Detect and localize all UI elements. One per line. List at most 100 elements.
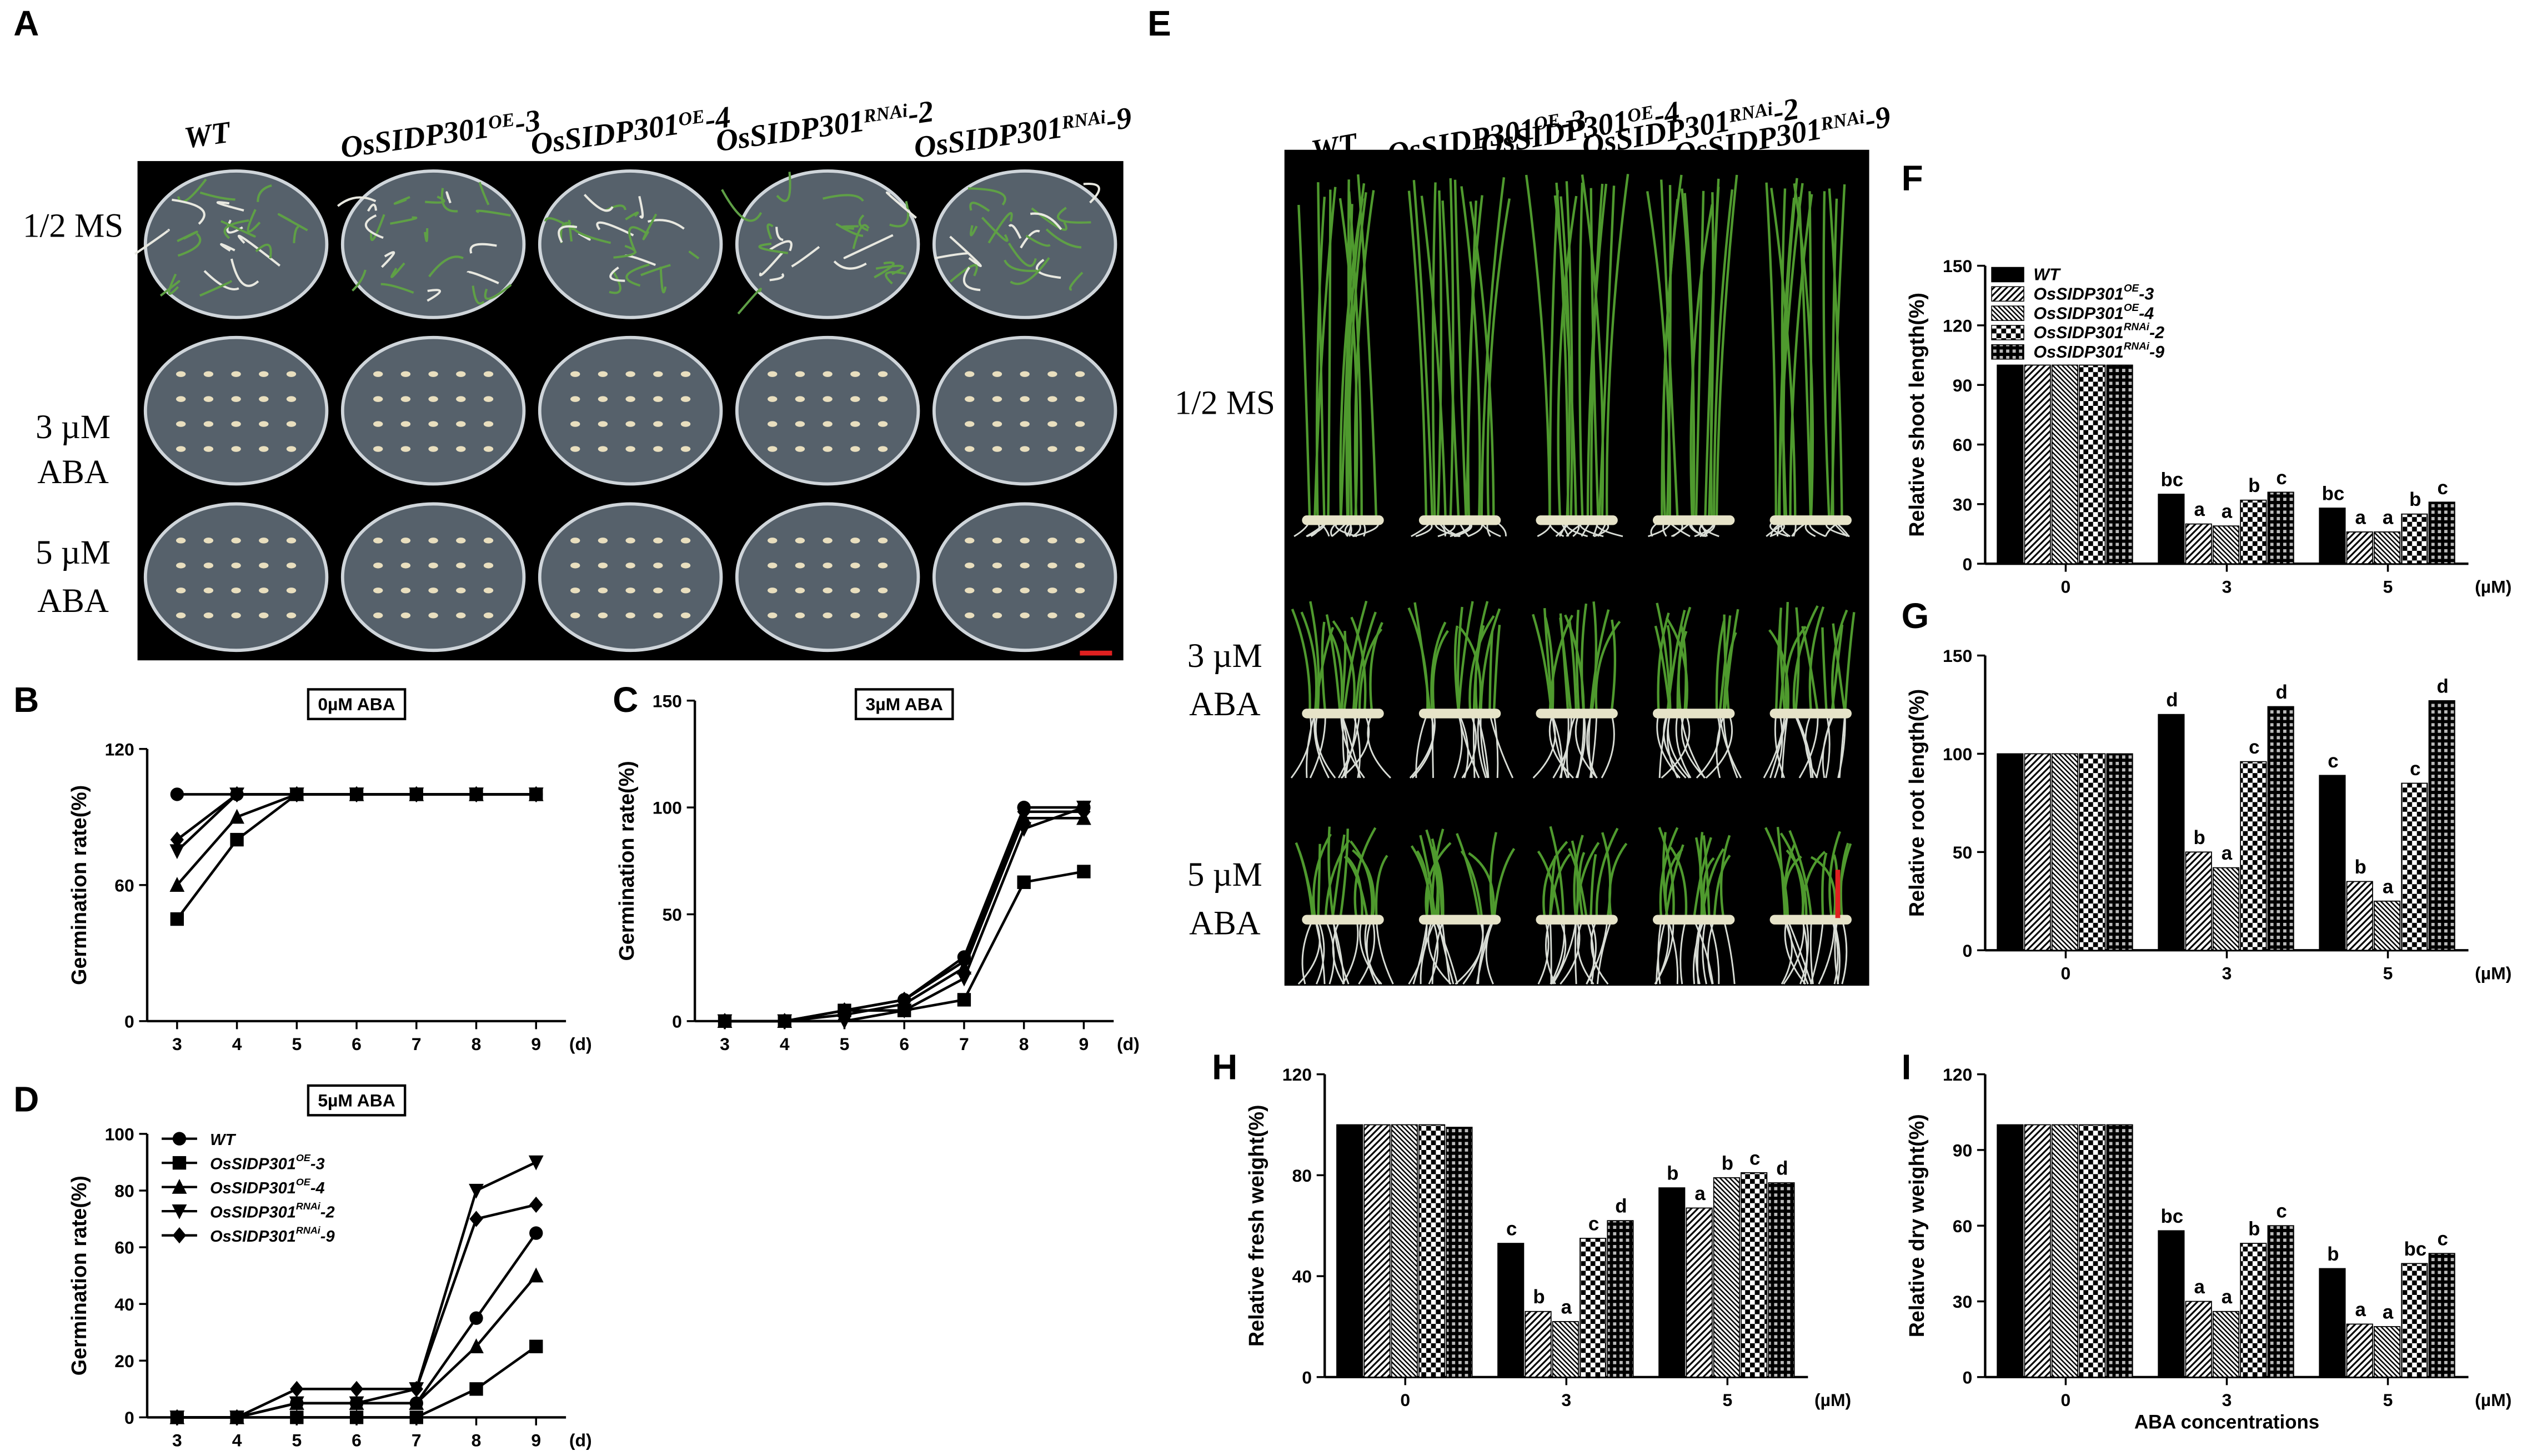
plant-root <box>1537 919 1550 985</box>
seed <box>286 588 297 594</box>
bar <box>2158 1230 2185 1378</box>
seedling <box>642 213 658 240</box>
name-text: OsSIDP301 <box>210 1179 296 1197</box>
plant-leaf <box>1486 198 1511 520</box>
seedling <box>885 271 907 285</box>
seedling <box>628 226 646 254</box>
seed <box>203 371 214 377</box>
significance-letter: a <box>2222 842 2233 864</box>
seedling <box>721 189 763 222</box>
seed <box>850 446 860 452</box>
seed <box>1020 421 1030 427</box>
x-tick-label: 6 <box>352 1034 362 1054</box>
plant-leaf <box>1573 835 1584 920</box>
marker <box>778 1013 791 1030</box>
title-box <box>307 1084 407 1117</box>
x-tick-label: 5 <box>2383 576 2393 596</box>
x-axis-unit: (µM) <box>1814 1390 1851 1410</box>
bar <box>2240 499 2267 565</box>
plant-leaf <box>1347 192 1367 520</box>
seed <box>625 588 635 594</box>
seed <box>570 421 580 427</box>
bar <box>2319 775 2346 951</box>
significance-letter: b <box>2327 1243 2339 1265</box>
seed <box>1075 396 1085 402</box>
name-suffix: -9 <box>1104 101 1134 138</box>
seedling <box>238 234 281 267</box>
seed <box>850 538 860 544</box>
seed <box>1047 563 1057 569</box>
seed <box>428 446 438 452</box>
seed <box>400 371 411 377</box>
legend-swatch <box>1991 325 2024 340</box>
plant-root <box>1784 919 1807 985</box>
bar <box>2373 900 2401 951</box>
plant-root <box>1340 713 1370 779</box>
row-label: 3 µM <box>36 409 111 446</box>
bar <box>1391 1124 1418 1378</box>
plant-leaf <box>1722 632 1737 714</box>
seedling <box>427 289 441 302</box>
plant-leaf <box>1707 192 1714 520</box>
bar <box>2106 1124 2133 1378</box>
plant-root <box>1339 713 1349 779</box>
seed <box>823 538 833 544</box>
seed <box>570 538 580 544</box>
seedling <box>769 240 793 252</box>
row-label: ABA <box>37 454 109 491</box>
plant-leaf <box>1338 829 1349 920</box>
seedling <box>1008 224 1022 239</box>
bar <box>1658 1187 1686 1378</box>
plant-leaf <box>1441 200 1460 520</box>
significance-letter: a <box>2194 1276 2205 1298</box>
x-axis-unit: (µM) <box>2475 963 2511 983</box>
plant-leaf <box>1713 189 1734 520</box>
legend-label: OsSIDP301RNAi-9 <box>2033 340 2164 362</box>
seed <box>483 563 494 569</box>
plant-root <box>1692 919 1705 985</box>
plant-leaf <box>1783 855 1802 920</box>
x-tick-label: 3 <box>1561 1390 1571 1410</box>
legend-label: WT <box>210 1131 236 1149</box>
seed <box>373 538 383 544</box>
plant-leaf <box>1774 607 1782 714</box>
y-axis-label: Relative fresh weight(%) <box>1245 1104 1268 1347</box>
seedling <box>949 264 978 283</box>
seed <box>598 612 608 619</box>
petri-dish <box>340 169 526 319</box>
plant-leaf <box>1590 188 1600 520</box>
seed <box>203 563 214 569</box>
series-line <box>725 810 1084 1023</box>
seed <box>965 371 975 377</box>
plant-leaf <box>1822 191 1831 520</box>
seed <box>625 446 635 452</box>
x-tick-label: 5 <box>2383 963 2393 983</box>
plant-root <box>1532 713 1556 779</box>
name-suffix: -2 <box>906 94 936 131</box>
seed <box>456 538 466 544</box>
seed <box>653 612 663 619</box>
marker <box>349 786 364 803</box>
plant-leaf <box>1702 835 1711 920</box>
bar <box>1580 1238 1607 1378</box>
seed <box>259 612 269 619</box>
plant-leaf <box>1601 832 1612 920</box>
name-text: OsSIDP301 <box>714 104 866 158</box>
seed <box>1047 538 1057 544</box>
plant-leaf <box>1489 832 1497 920</box>
seed <box>878 446 888 452</box>
significance-letter: b <box>1722 1152 1733 1174</box>
seed <box>992 563 1002 569</box>
seed <box>598 563 608 569</box>
petri-dish <box>143 169 329 319</box>
seed <box>400 446 411 452</box>
panel-letter: C <box>613 680 638 720</box>
plant-root <box>1337 713 1361 779</box>
panel-letter: I <box>1902 1047 1912 1087</box>
marker <box>229 809 244 824</box>
seedling <box>337 196 377 207</box>
x-tick-label: 8 <box>1019 1034 1029 1054</box>
plant-leaf <box>1350 616 1367 714</box>
seed <box>286 371 297 377</box>
petri-dish <box>538 169 723 319</box>
